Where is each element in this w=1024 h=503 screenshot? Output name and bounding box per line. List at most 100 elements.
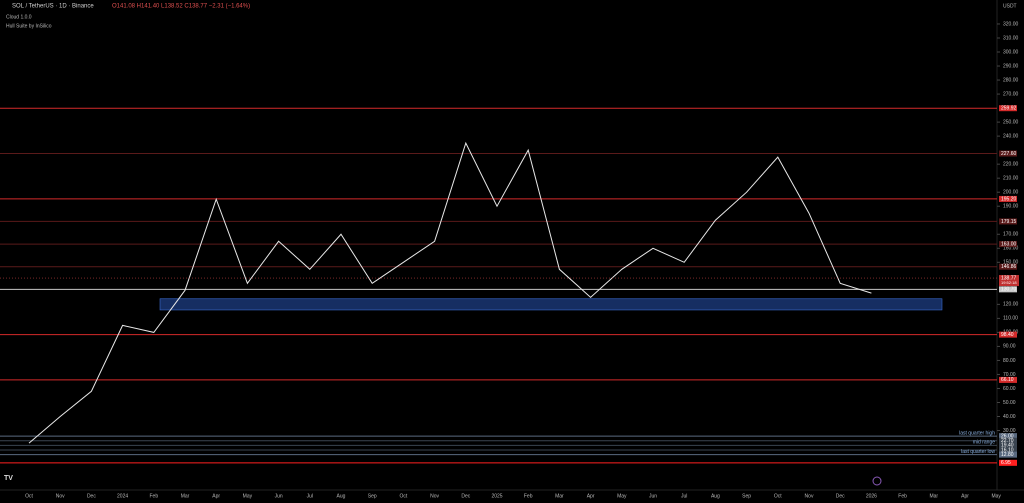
level-label: 12.80: [1001, 452, 1014, 458]
level-tag: [999, 286, 1017, 293]
x-tick-label: Feb: [898, 493, 907, 499]
x-tick-label: Sep: [368, 493, 377, 499]
x-tick-label: Feb: [149, 493, 158, 499]
y-tick-label: 90.00: [1003, 344, 1016, 350]
y-tick-label: 70.00: [1003, 372, 1016, 378]
event-icon[interactable]: [872, 476, 882, 486]
y-tick-label: 300.00: [1003, 49, 1019, 55]
level-tag: [999, 437, 1017, 444]
logo: TV: [4, 475, 13, 482]
level-tag: [999, 241, 1017, 248]
x-tick-label: Mar: [555, 493, 564, 499]
level-tag: [999, 218, 1017, 225]
y-tick-label: 270.00: [1003, 91, 1019, 97]
level-tag: [999, 447, 1017, 454]
level-label: 19.40: [1001, 443, 1014, 449]
x-tick-label: Mar: [181, 493, 190, 499]
level-label: 26.00: [1001, 433, 1014, 439]
y-tick-label: 190.00: [1003, 204, 1019, 210]
level-label: 16.10: [1001, 447, 1014, 453]
countdown: 19:52:18: [1001, 280, 1017, 285]
x-tick-label: Nov: [430, 493, 439, 499]
price-line: [28, 141, 872, 444]
level-tag: [999, 442, 1017, 449]
y-tick-label: 290.00: [1003, 63, 1019, 69]
x-tick-label: Oct: [25, 493, 33, 499]
x-tick-label: Jun: [649, 493, 657, 499]
x-tick-label: May: [991, 493, 1001, 499]
level-tag: [999, 263, 1017, 270]
level-name: last quarter high: [959, 430, 995, 436]
x-tick-label: Dec: [836, 493, 845, 499]
support-zone: [159, 298, 943, 311]
x-tick-label: Apr: [587, 493, 595, 499]
x-tick-label: Dec: [87, 493, 96, 499]
level-label: 22.70: [1001, 438, 1014, 444]
chart-title: SOL / TetherUS · 1D · Binance: [12, 4, 94, 10]
level-tag: [999, 195, 1017, 202]
x-tick-label: Sep: [742, 493, 751, 499]
y-tick-label: 60.00: [1003, 386, 1016, 392]
indicator: Cloud 1.0.0: [6, 14, 32, 20]
level-tag: [999, 376, 1017, 383]
x-tick-label: Mar: [929, 493, 938, 499]
level-label: 195.20: [1001, 196, 1017, 202]
last-price-tag: [999, 275, 1019, 287]
level-label: 98.40: [1001, 332, 1014, 338]
last-price-label: 138.77: [1001, 275, 1017, 281]
level-label: 179.15: [1001, 219, 1017, 225]
x-tick-label: Oct: [400, 493, 408, 499]
level-tag: [999, 433, 1017, 440]
x-tick-label: 2026: [866, 493, 877, 499]
level-label: 227.60: [1001, 151, 1017, 157]
y-tick-label: 240.00: [1003, 133, 1019, 139]
y-tick-label: 120.00: [1003, 302, 1019, 308]
x-tick-label: Jul: [681, 493, 687, 499]
y-tick-label: 40.00: [1003, 414, 1016, 420]
y-tick-label: 210.00: [1003, 176, 1019, 182]
x-tick-label: Jul: [307, 493, 313, 499]
level-tag: [999, 105, 1017, 112]
y-tick-label: 160.00: [1003, 246, 1019, 252]
x-tick-label: Dec: [461, 493, 470, 499]
level-tag: [999, 150, 1017, 157]
y-tick-label: 220.00: [1003, 161, 1019, 167]
level-name: last quarter low: [961, 449, 995, 455]
level-label: 146.86: [1001, 264, 1017, 270]
level-tag: [999, 451, 1017, 458]
x-tick-label: Feb: [524, 493, 533, 499]
level-label: 130.70: [1001, 287, 1017, 293]
y-tick-label: 80.00: [1003, 358, 1016, 364]
y-tick-label: 150.00: [1003, 260, 1019, 266]
level-tag: [999, 331, 1017, 338]
y-tick-label: 320.00: [1003, 21, 1019, 27]
level-label: 163.00: [1001, 241, 1017, 247]
level-name: mid range: [973, 440, 995, 446]
y-tick-label: 310.00: [1003, 35, 1019, 41]
x-tick-label: Apr: [961, 493, 969, 499]
level-label: 66.10: [1001, 377, 1014, 383]
y-tick-label: 200.00: [1003, 190, 1019, 196]
x-tick-label: Nov: [805, 493, 814, 499]
y-tick-label: 250.00: [1003, 119, 1019, 125]
currency: USDT: [1003, 3, 1017, 9]
x-tick-label: Aug: [711, 493, 720, 499]
y-tick-label: 30.00: [1003, 428, 1016, 434]
level-tag: [999, 459, 1017, 466]
x-tick-label: Nov: [56, 493, 65, 499]
x-tick-label: May: [243, 493, 253, 499]
x-tick-label: Oct: [774, 493, 782, 499]
indicator: Hull Suite by InSilico: [6, 23, 52, 29]
x-tick-label: Apr: [212, 493, 220, 499]
level-label: 6.95: [1001, 460, 1011, 466]
y-tick-label: 280.00: [1003, 77, 1019, 83]
y-tick-label: 170.00: [1003, 232, 1019, 238]
y-tick-label: 50.00: [1003, 400, 1016, 406]
ohlc: O141.08 H141.40 L138.52 C138.77 −2.31 (−…: [112, 4, 250, 10]
x-tick-label: May: [617, 493, 627, 499]
x-tick-label: Aug: [337, 493, 346, 499]
x-tick-label: Jun: [275, 493, 283, 499]
level-label: 259.92: [1001, 106, 1017, 112]
